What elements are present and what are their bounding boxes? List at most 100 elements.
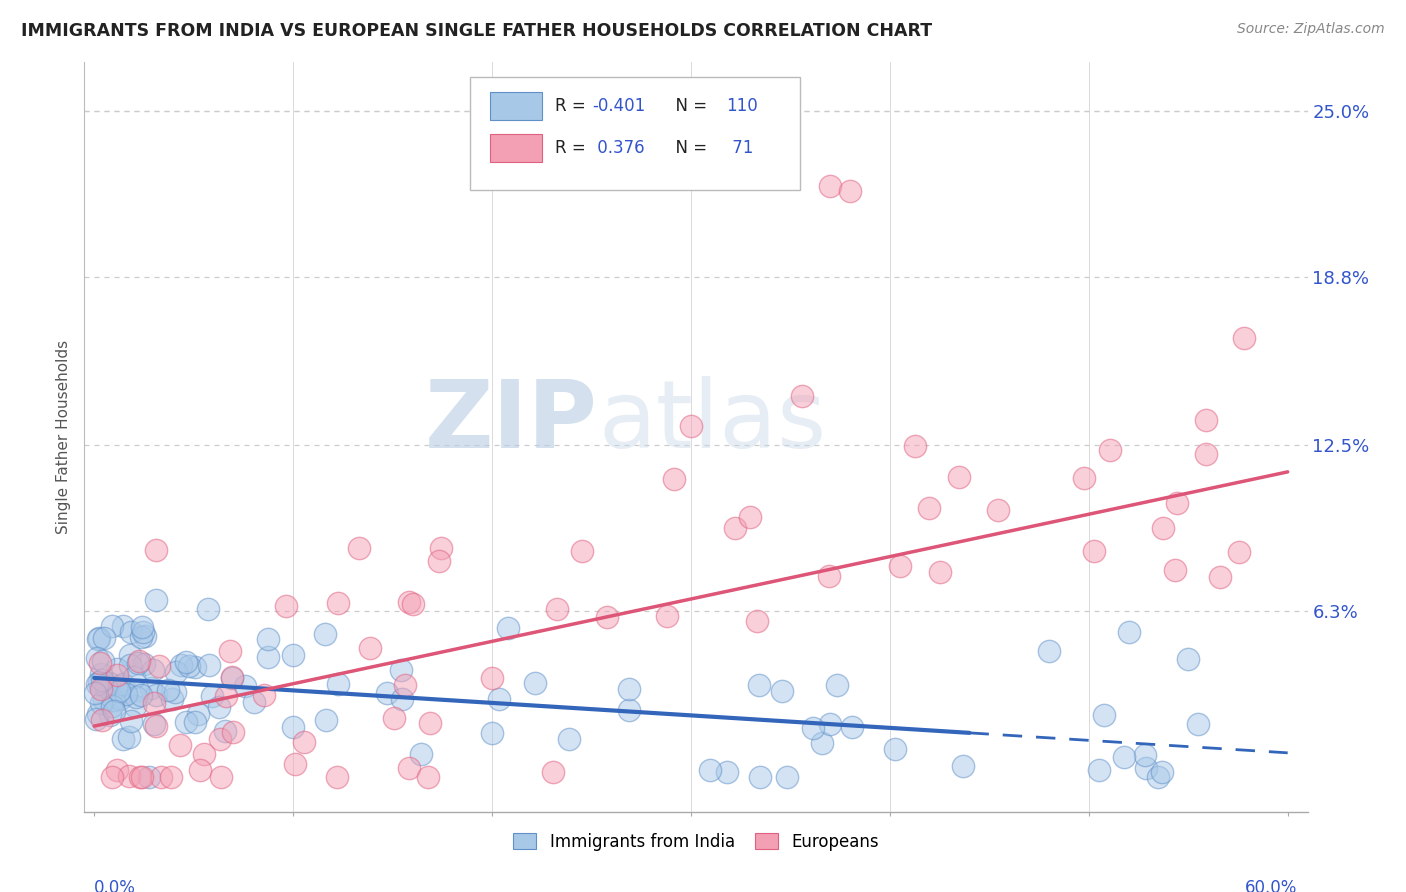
- Point: [723, 521, 745, 535]
- Point: [349, 541, 371, 556]
- Text: atlas: atlas: [598, 376, 827, 468]
- Point: [93, 632, 115, 646]
- Point: [481, 671, 503, 685]
- Point: [90, 666, 112, 681]
- Point: [918, 500, 941, 515]
- Point: [101, 693, 124, 707]
- Point: [818, 569, 841, 583]
- Point: [184, 714, 207, 729]
- Point: [281, 720, 304, 734]
- Point: [1227, 545, 1250, 559]
- Point: [928, 565, 950, 579]
- Point: [89, 656, 111, 670]
- Point: [839, 184, 862, 198]
- Point: [87, 631, 110, 645]
- Point: [156, 683, 179, 698]
- Point: [825, 678, 848, 692]
- Point: [488, 692, 510, 706]
- Point: [375, 686, 398, 700]
- Point: [1163, 563, 1185, 577]
- Point: [315, 713, 337, 727]
- Point: [481, 726, 503, 740]
- Point: [1233, 331, 1256, 345]
- Point: [391, 692, 413, 706]
- Point: [197, 602, 219, 616]
- Text: -0.401: -0.401: [592, 97, 645, 115]
- Point: [818, 178, 841, 193]
- Point: [430, 541, 453, 555]
- Text: IMMIGRANTS FROM INDIA VS EUROPEAN SINGLE FATHER HOUSEHOLDS CORRELATION CHART: IMMIGRANTS FROM INDIA VS EUROPEAN SINGLE…: [21, 22, 932, 40]
- Point: [409, 747, 432, 761]
- Point: [169, 738, 191, 752]
- Point: [208, 700, 231, 714]
- Point: [884, 742, 907, 756]
- Point: [101, 619, 124, 633]
- Point: [105, 763, 128, 777]
- Point: [1073, 471, 1095, 485]
- Point: [128, 654, 150, 668]
- Point: [811, 736, 834, 750]
- Point: [398, 595, 420, 609]
- Point: [328, 596, 350, 610]
- Point: [124, 698, 146, 713]
- Text: N =: N =: [665, 139, 713, 157]
- Point: [142, 697, 165, 711]
- Point: [131, 770, 153, 784]
- Point: [496, 621, 519, 635]
- Point: [96, 678, 118, 692]
- Point: [145, 542, 167, 557]
- Point: [187, 706, 209, 721]
- Point: [139, 681, 162, 695]
- Point: [617, 703, 640, 717]
- Point: [97, 675, 120, 690]
- Point: [221, 670, 243, 684]
- Point: [134, 629, 156, 643]
- Point: [219, 643, 242, 657]
- Point: [118, 769, 141, 783]
- Point: [1099, 443, 1122, 458]
- Point: [87, 674, 110, 689]
- Point: [170, 658, 193, 673]
- Point: [120, 624, 142, 639]
- Point: [748, 678, 770, 692]
- Point: [160, 770, 183, 784]
- Point: [326, 770, 349, 784]
- Point: [103, 704, 125, 718]
- Point: [314, 627, 336, 641]
- Point: [524, 675, 547, 690]
- Text: 0.376: 0.376: [592, 139, 644, 157]
- Point: [679, 419, 702, 434]
- Point: [801, 722, 824, 736]
- Point: [112, 619, 135, 633]
- Point: [292, 735, 315, 749]
- Point: [595, 610, 617, 624]
- Point: [91, 654, 114, 668]
- Point: [546, 602, 568, 616]
- Point: [243, 695, 266, 709]
- Point: [1187, 716, 1209, 731]
- Text: 110: 110: [727, 97, 758, 115]
- Point: [948, 470, 970, 484]
- Point: [138, 770, 160, 784]
- Point: [132, 657, 155, 672]
- Point: [84, 686, 107, 700]
- Point: [184, 660, 207, 674]
- Point: [165, 665, 187, 679]
- Text: N =: N =: [665, 97, 713, 115]
- Point: [115, 688, 138, 702]
- Point: [1152, 764, 1174, 779]
- Point: [558, 732, 581, 747]
- Point: [427, 554, 450, 568]
- Point: [105, 662, 128, 676]
- Point: [284, 757, 307, 772]
- Point: [118, 648, 141, 662]
- Point: [84, 712, 107, 726]
- Point: [904, 439, 927, 453]
- Point: [394, 678, 416, 692]
- Point: [145, 592, 167, 607]
- Text: 60.0%: 60.0%: [1246, 879, 1298, 892]
- Point: [174, 715, 197, 730]
- Point: [655, 608, 678, 623]
- Point: [359, 641, 381, 656]
- Point: [125, 690, 148, 704]
